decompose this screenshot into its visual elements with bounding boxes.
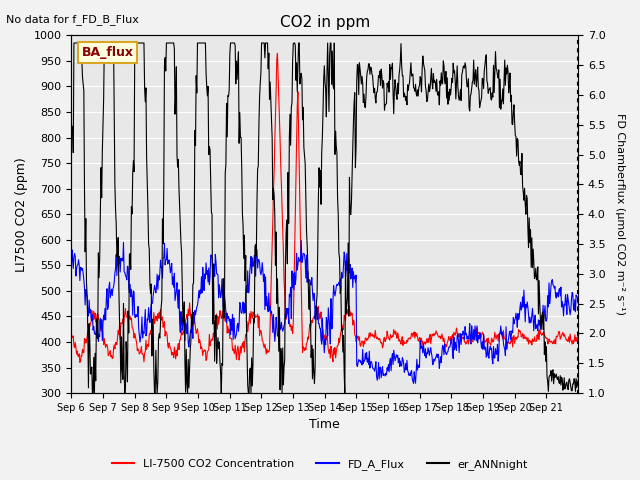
Y-axis label: FD Chamberflux (μmol CO2 m⁻² s⁻¹): FD Chamberflux (μmol CO2 m⁻² s⁻¹): [615, 113, 625, 315]
Y-axis label: LI7500 CO2 (ppm): LI7500 CO2 (ppm): [15, 157, 28, 272]
Title: CO2 in ppm: CO2 in ppm: [280, 15, 370, 30]
Legend: LI-7500 CO2 Concentration, FD_A_Flux, er_ANNnight: LI-7500 CO2 Concentration, FD_A_Flux, er…: [108, 455, 532, 474]
X-axis label: Time: Time: [309, 419, 340, 432]
Text: No data for f_FD_B_Flux: No data for f_FD_B_Flux: [6, 14, 140, 25]
Text: BA_flux: BA_flux: [81, 46, 133, 59]
